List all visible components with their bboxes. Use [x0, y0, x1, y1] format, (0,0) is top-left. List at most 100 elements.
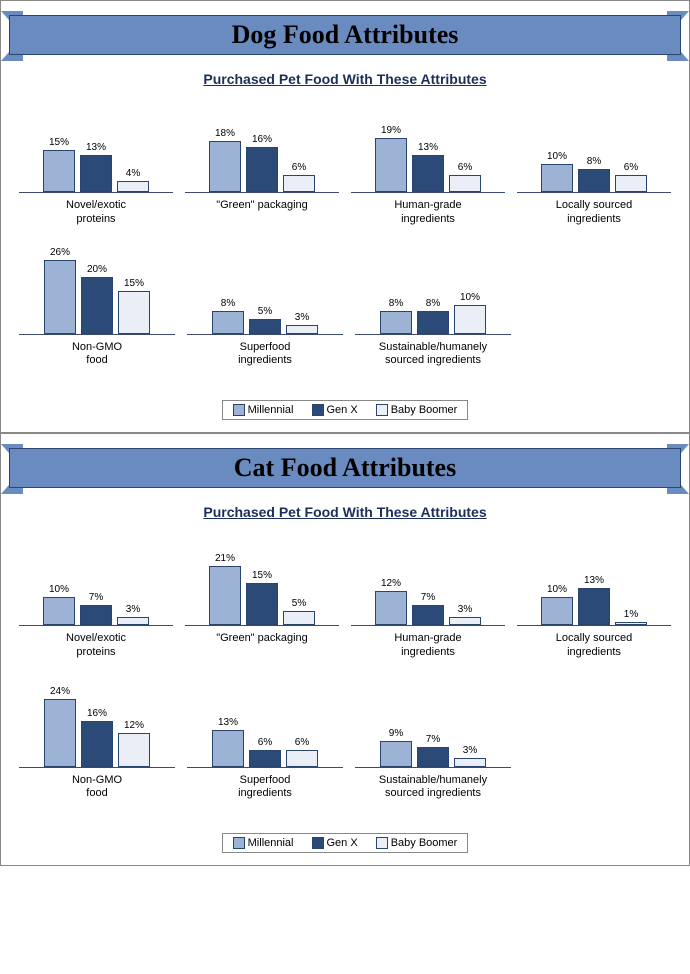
- bars-area: 10% 7% 3%: [19, 540, 173, 626]
- bar: [541, 597, 573, 625]
- bar-wrap: 6%: [285, 737, 319, 767]
- bar: [541, 164, 573, 192]
- category-label: Sustainable/humanelysourced ingredients: [379, 774, 487, 802]
- bar: [246, 583, 278, 626]
- banner: Dog Food Attributes: [1, 11, 689, 61]
- bar-wrap: 7%: [79, 592, 113, 625]
- bar: [283, 611, 315, 625]
- bar: [578, 588, 610, 625]
- bar: [454, 758, 486, 767]
- banner-bar: Dog Food Attributes: [9, 15, 681, 55]
- chart-cell: 8% 5% 3% Superfoodingredients: [187, 249, 343, 369]
- category-label: Superfoodingredients: [238, 341, 292, 369]
- bars-area: 8%8% 10%: [355, 249, 511, 335]
- category-label: Superfoodingredients: [238, 774, 292, 802]
- bar-wrap: 6%: [614, 162, 648, 192]
- bar: [417, 747, 449, 767]
- chart-cell: 15%13% 4% Novel/exoticproteins: [19, 107, 173, 227]
- bar-wrap: 21%: [208, 553, 242, 626]
- chart-cell: 21%15%5%"Green" packaging: [185, 540, 339, 660]
- bar: [249, 750, 281, 767]
- bar-wrap: 8%: [211, 298, 245, 334]
- bar-wrap: 15%: [42, 137, 76, 193]
- bar-value-label: 12%: [124, 720, 144, 731]
- chart-cell: 19%13%6%Human-gradeingredients: [351, 107, 505, 227]
- bar-wrap: 12%: [374, 578, 408, 625]
- chart-row: 26%20% 15% Non-GMOfood 8% 5% 3% Superfoodingre…: [19, 249, 671, 369]
- bar: [283, 175, 315, 192]
- bar-wrap: 13%: [577, 575, 611, 625]
- chart-cell: 10% 7% 3% Novel/exoticproteins: [19, 540, 173, 660]
- section: Dog Food Attributes Purchased Pet Food Wi…: [0, 0, 690, 433]
- bar-value-label: 3%: [126, 604, 140, 615]
- bar-wrap: 8%: [416, 298, 450, 334]
- bar-wrap: 16%: [80, 708, 114, 766]
- bar: [449, 175, 481, 192]
- legend-label: Gen X: [327, 404, 358, 416]
- bar-wrap: 3%: [448, 604, 482, 626]
- legend: Millennial Gen X Baby Boomer: [1, 400, 689, 420]
- bar-value-label: 10%: [547, 151, 567, 162]
- category-label: Locally sourcedingredients: [556, 632, 632, 660]
- bar-wrap: 26%: [43, 247, 77, 334]
- bar: [615, 175, 647, 192]
- bar-wrap: 6%: [282, 162, 316, 192]
- banner-title: Cat Food Attributes: [234, 453, 456, 483]
- bar: [249, 319, 281, 333]
- chart-cell: 24%16%12%Non-GMOfood: [19, 682, 175, 802]
- bar: [81, 721, 113, 766]
- category-label: "Green" packaging: [216, 632, 308, 646]
- legend-item: Baby Boomer: [376, 404, 458, 416]
- bar-wrap: 20%: [80, 264, 114, 334]
- bar-value-label: 15%: [252, 570, 272, 581]
- category-label: Non-GMOfood: [72, 774, 122, 802]
- bar-value-label: 21%: [215, 553, 235, 564]
- subtitle: Purchased Pet Food With These Attributes: [1, 71, 689, 87]
- bar: [81, 277, 113, 334]
- bar-value-label: 10%: [460, 292, 480, 303]
- bar-value-label: 5%: [258, 306, 272, 317]
- bar-value-label: 15%: [124, 278, 144, 289]
- chart-cell: 8%8%10%Sustainable/humanelysourced ingre…: [355, 249, 511, 369]
- bar-value-label: 19%: [381, 125, 401, 136]
- chart-cell: 12%7%3%Human-gradeingredients: [351, 540, 505, 660]
- bar-wrap: 8%: [379, 298, 413, 334]
- bars-area: 19% 13% 6%: [351, 107, 505, 193]
- bar: [375, 138, 407, 192]
- chart-row: 15%13%4%Novel/exoticproteins18%16%6%"Gre…: [19, 107, 671, 227]
- bar-value-label: 13%: [418, 142, 438, 153]
- bar-value-label: 10%: [49, 584, 69, 595]
- bar-wrap: 7%: [411, 592, 445, 625]
- bar: [578, 169, 610, 192]
- bar: [286, 325, 318, 334]
- bar: [246, 147, 278, 192]
- category-label: Novel/exoticproteins: [66, 632, 126, 660]
- bar: [43, 150, 75, 193]
- bar-value-label: 8%: [221, 298, 235, 309]
- bars-area: 10%13%1%: [517, 540, 671, 626]
- bar-wrap: 6%: [448, 162, 482, 192]
- bar-wrap: 3%: [453, 745, 487, 767]
- legend-swatch: [233, 404, 245, 416]
- bar: [209, 566, 241, 626]
- bar-wrap: 3%: [285, 312, 319, 334]
- legend-swatch: [376, 837, 388, 849]
- category-label: Novel/exoticproteins: [66, 199, 126, 227]
- bar-value-label: 6%: [624, 162, 638, 173]
- bar-value-label: 16%: [252, 134, 272, 145]
- legend-label: Baby Boomer: [391, 837, 458, 849]
- bar-wrap: 10%: [540, 151, 574, 192]
- legend-swatch: [312, 404, 324, 416]
- legend-item: Millennial: [233, 404, 294, 416]
- legend-box: Millennial Gen X Baby Boomer: [222, 400, 469, 420]
- banner-title: Dog Food Attributes: [232, 20, 459, 50]
- bar-value-label: 4%: [126, 168, 140, 179]
- bars-area: 18%16%6%: [185, 107, 339, 193]
- bar-wrap: 13%: [79, 142, 113, 192]
- legend-label: Millennial: [248, 837, 294, 849]
- bar-wrap: 13%: [211, 717, 245, 767]
- legend-item: Millennial: [233, 837, 294, 849]
- legend-label: Millennial: [248, 404, 294, 416]
- chart-cell: 9%7%3%Sustainable/humanelysourced ingred…: [355, 682, 511, 802]
- category-label: Non-GMOfood: [72, 341, 122, 369]
